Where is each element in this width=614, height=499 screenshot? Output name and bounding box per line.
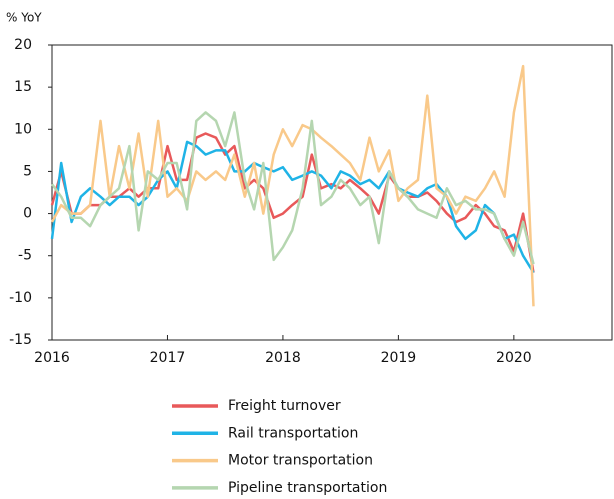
x-tick-label: 2016 — [34, 350, 70, 366]
x-tick-label: 2018 — [265, 350, 301, 366]
y-tick-label: -15 — [9, 332, 32, 348]
y-tick-label: -10 — [9, 290, 32, 306]
series-line — [50, 64, 535, 307]
y-tick-label: 0 — [23, 206, 32, 222]
series-line — [50, 140, 535, 274]
y-axis-label: % YoY — [6, 11, 42, 25]
y-tick-label: 15 — [14, 79, 32, 95]
y-tick-label: 10 — [14, 121, 32, 137]
legend-label: Rail transportation — [228, 425, 358, 441]
plot-frame — [51, 44, 613, 341]
y-tick-label: 5 — [23, 163, 32, 179]
series-line — [50, 111, 535, 265]
y-tick-label: -5 — [18, 248, 32, 264]
legend-label: Freight turnover — [228, 398, 341, 414]
legend-label: Motor transportation — [228, 453, 373, 469]
y-tick-label: 20 — [14, 37, 32, 53]
x-tick-label: 2020 — [496, 350, 532, 366]
x-tick-label: 2017 — [150, 350, 186, 366]
legend-label: Pipeline transportation — [228, 480, 387, 496]
x-tick-label: 2019 — [381, 350, 417, 366]
